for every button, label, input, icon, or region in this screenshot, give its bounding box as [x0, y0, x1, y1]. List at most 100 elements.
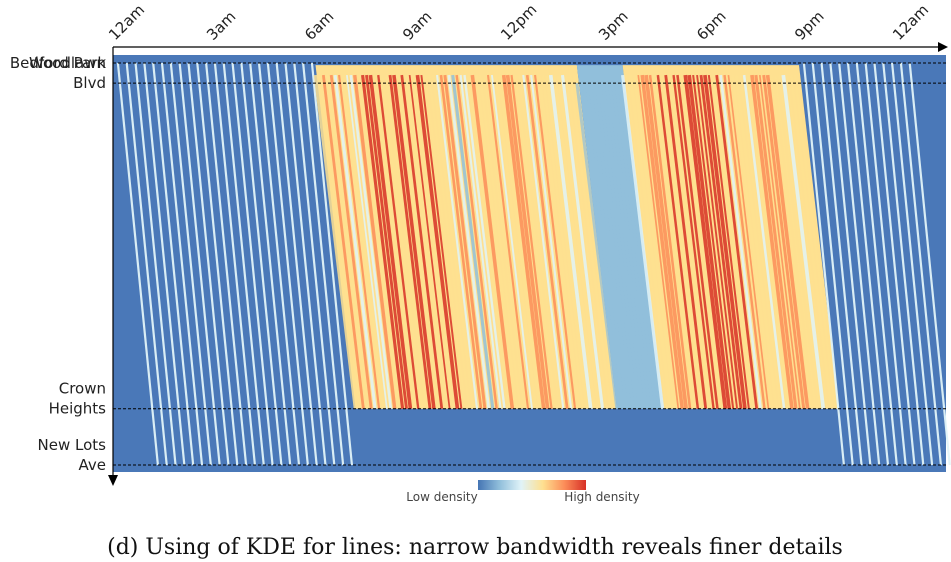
- x-tick-label: 6pm: [693, 7, 730, 44]
- trip-line: [742, 74, 786, 409]
- trip-line: [778, 74, 821, 409]
- trip-line: [676, 74, 719, 409]
- figure-caption: (d) Using of KDE for lines: narrow bandw…: [107, 535, 843, 560]
- trip-line: [692, 74, 735, 409]
- trip-line: [341, 74, 385, 409]
- x-axis-arrow: [938, 42, 948, 52]
- trip-line: [143, 62, 186, 466]
- trip-line: [588, 82, 632, 409]
- trip-line: [447, 74, 491, 409]
- trip-line: [384, 74, 428, 409]
- trip-line: [178, 62, 221, 466]
- trip-line: [908, 62, 951, 466]
- trip-line: [325, 74, 369, 409]
- trip-line: [625, 74, 668, 409]
- trip-line: [497, 74, 542, 409]
- x-tick-label: 3am: [203, 8, 239, 44]
- trip-line: [802, 62, 845, 466]
- trip-line: [640, 74, 684, 409]
- trip-line: [169, 62, 212, 466]
- trip-line: [628, 74, 673, 409]
- x-axis-ticks: 12am 3am 6am 9am 12pm 3pm 6pm 9pm 12am: [105, 1, 932, 44]
- trip-line: [530, 74, 573, 409]
- trip-line: [608, 82, 652, 409]
- trip-line: [632, 74, 676, 409]
- trip-line: [284, 62, 327, 466]
- trip-line: [392, 74, 436, 409]
- trip-line: [652, 74, 696, 409]
- trip-line: [275, 62, 318, 466]
- trip-line: [463, 74, 506, 409]
- trip-line: [443, 74, 487, 409]
- trip-line: [774, 74, 817, 409]
- trip-line: [664, 74, 708, 409]
- trip-line: [522, 74, 565, 409]
- trip-line: [680, 74, 723, 409]
- trip-line: [696, 74, 739, 409]
- trip-line: [329, 74, 373, 409]
- trip-line: [321, 74, 365, 409]
- trip-line: [514, 74, 557, 409]
- trip-line: [723, 74, 766, 409]
- x-tick-label: 3pm: [595, 7, 632, 44]
- trip-line: [333, 74, 377, 409]
- station-label: New Lots: [38, 436, 107, 454]
- trip-line: [781, 74, 826, 409]
- trip-line: [793, 74, 837, 409]
- station-label: Bedford Park: [10, 54, 106, 72]
- trip-line: [494, 74, 538, 409]
- trip-line: [518, 74, 561, 409]
- x-tick-label: 12am: [889, 1, 932, 44]
- trip-line: [687, 74, 731, 409]
- legend-high-label: High density: [564, 490, 639, 504]
- station-reference-lines: [113, 62, 946, 466]
- trip-line: [318, 74, 361, 409]
- trip-line: [552, 74, 597, 409]
- trip-lines: [116, 62, 951, 466]
- trip-line: [451, 74, 495, 409]
- trip-line: [730, 74, 774, 409]
- y-axis-arrow: [108, 475, 118, 486]
- trip-line: [436, 74, 479, 409]
- trip-line: [134, 62, 177, 466]
- trip-line: [349, 74, 393, 409]
- trip-line: [715, 74, 759, 409]
- trip-line: [765, 74, 810, 409]
- trip-line: [313, 74, 358, 409]
- trip-line: [739, 74, 782, 409]
- trip-line: [541, 74, 585, 409]
- trip-line: [855, 62, 898, 466]
- trip-line: [474, 74, 518, 409]
- trip-line: [478, 74, 522, 409]
- trip-line: [408, 74, 451, 409]
- trip-line: [412, 74, 455, 409]
- trip-line: [486, 74, 530, 409]
- trip-line: [455, 74, 498, 409]
- trip-line: [501, 74, 546, 409]
- color-legend: Low density High density: [406, 480, 640, 504]
- trip-line: [420, 74, 463, 409]
- trip-line: [711, 74, 754, 409]
- trip-line: [545, 74, 589, 409]
- trip-line: [575, 82, 619, 409]
- trip-line: [196, 62, 239, 466]
- trip-line: [439, 74, 483, 409]
- trip-line: [537, 74, 581, 409]
- trip-line: [864, 62, 907, 466]
- trip-line: [614, 82, 658, 409]
- trip-line: [672, 74, 715, 409]
- x-tick-label: 12am: [105, 1, 148, 44]
- trip-line: [601, 82, 645, 409]
- trip-line: [581, 82, 625, 409]
- station-label: Blvd: [73, 74, 106, 92]
- trip-line: [656, 74, 700, 409]
- trip-line: [361, 74, 405, 409]
- trip-line: [621, 74, 665, 409]
- trip-line: [719, 74, 762, 409]
- trip-line: [368, 74, 413, 409]
- x-tick-label: 12pm: [497, 1, 540, 44]
- trip-line: [644, 74, 688, 409]
- trip-line: [431, 74, 475, 409]
- trip-line: [734, 74, 778, 409]
